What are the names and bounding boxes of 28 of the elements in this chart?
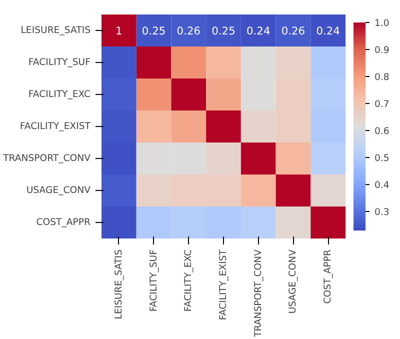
y-tick-label: TRANSPORT_CONV [2, 153, 92, 164]
data-label: 0.24 [246, 24, 270, 38]
color-bar-label: 0.5 [374, 153, 390, 164]
color-bar-label: 0.3 [374, 207, 390, 218]
color-bar-label: 0.4 [374, 180, 390, 192]
x-tick-label: COST_APPR [322, 248, 334, 304]
data-label: 0.25 [212, 24, 236, 38]
data-label: 0.26 [281, 24, 306, 38]
data-label: 1 [116, 24, 122, 38]
data-label: 0.25 [142, 24, 166, 38]
x-tick-label: FACILITY_SUF [148, 249, 160, 312]
color-bar-label: 0.6 [374, 126, 390, 138]
data-label: 0.24 [316, 24, 340, 38]
data-label: 0.26 [176, 24, 201, 38]
color-bar-label: 1.0 [374, 18, 390, 29]
x-tick-label: TRANSPORT_CONV [252, 248, 264, 338]
color-bar-label: 0.8 [374, 72, 390, 84]
y-tick-label: COST_APPR [36, 217, 92, 228]
y-tick-label: FACILITY_EXIST [20, 121, 91, 132]
color-bar-label: 0.9 [374, 45, 390, 56]
y-tick-label: FACILITY_EXC [28, 89, 91, 100]
color-bar-label: 0.7 [374, 99, 390, 110]
y-tick-label: USAGE_CONV [26, 185, 92, 196]
y-tick-label: LEISURE_SATIS [20, 25, 91, 36]
x-tick-label: FACILITY_EXC [183, 249, 194, 312]
x-tick-label: FACILITY_EXIST [218, 249, 229, 320]
y-tick-label: FACILITY_SUF [28, 57, 91, 68]
x-tick-label: USAGE_CONV [288, 248, 299, 314]
